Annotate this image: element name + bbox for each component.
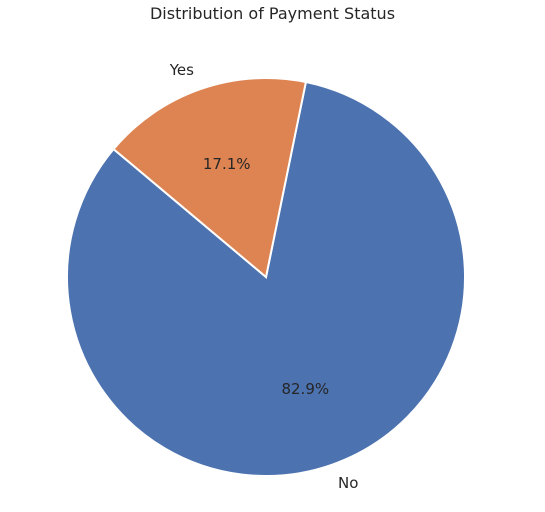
pie-slices — [66, 77, 466, 477]
category-label-no: No — [338, 474, 358, 492]
pct-label-yes: 17.1% — [203, 155, 251, 173]
category-label-yes: Yes — [169, 61, 194, 79]
pie-slice-yes — [112, 77, 308, 279]
chart-title: Distribution of Payment Status — [149, 4, 396, 23]
pie-slice-no — [66, 80, 466, 477]
pie-labels: 82.9% No 17.1% Yes — [169, 61, 359, 492]
pct-label-no: 82.9% — [281, 380, 329, 398]
